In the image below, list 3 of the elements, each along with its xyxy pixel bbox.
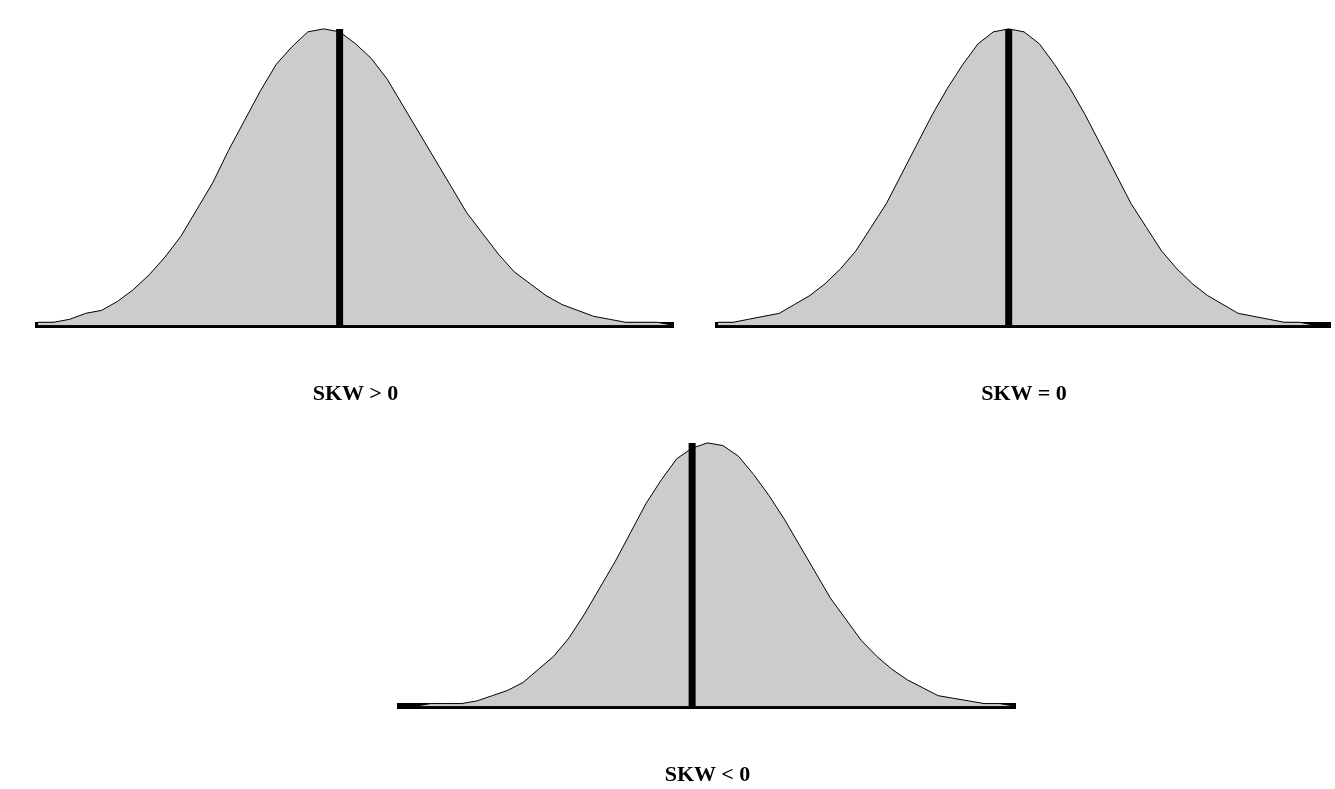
x-axis-title: SKW = 0 <box>981 380 1067 406</box>
x-axis-title: SKW > 0 <box>312 380 399 406</box>
x-axis-title: SKW < 0 <box>664 761 751 787</box>
